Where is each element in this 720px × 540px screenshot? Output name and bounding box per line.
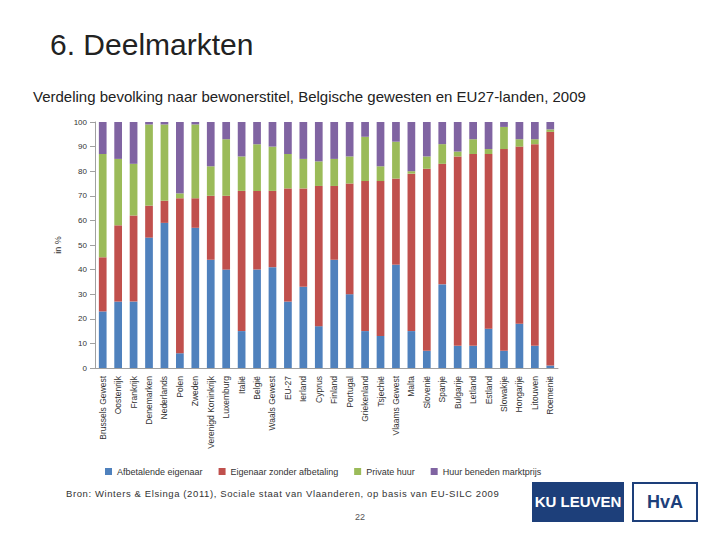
html-text:6. Deelmarkten: 6. Deelmarkten (50, 28, 254, 61)
svg-text:Denemarken: Denemarken (144, 376, 154, 425)
svg-text:Luxemburg: Luxemburg (221, 376, 231, 419)
svg-text:België: België (252, 376, 262, 400)
svg-text:50: 50 (78, 241, 87, 250)
svg-text:Ierland: Ierland (298, 376, 308, 402)
svg-text:70: 70 (78, 191, 87, 200)
svg-text:Brussels Gewest: Brussels Gewest (98, 375, 108, 439)
svg-text:Zweden: Zweden (190, 376, 200, 407)
svg-text:Private huur: Private huur (366, 467, 415, 477)
svg-text:10: 10 (78, 339, 87, 348)
svg-text:Eigenaar zonder afbetaling: Eigenaar zonder afbetaling (231, 467, 339, 477)
svg-text:40: 40 (78, 265, 87, 274)
html-text:Bron: Winters & Elsinga (2011): Bron: Winters & Elsinga (2011), Sociale … (66, 488, 500, 499)
svg-text:80: 80 (78, 167, 87, 176)
svg-text:90: 90 (78, 142, 87, 151)
svg-text:Bulgarije: Bulgarije (453, 376, 463, 409)
svg-text:Slovenië: Slovenië (422, 376, 432, 409)
svg-text:Verenigd Koninkrijk: Verenigd Koninkrijk (206, 375, 216, 449)
html-text:22: 22 (355, 512, 365, 522)
svg-text:Estland: Estland (484, 376, 494, 405)
svg-text:Waals Gewest: Waals Gewest (267, 375, 277, 430)
svg-text:Oostenrijk: Oostenrijk (113, 375, 123, 414)
svg-text:60: 60 (78, 216, 87, 225)
svg-text:Litouwen: Litouwen (530, 376, 540, 410)
svg-text:Letland: Letland (468, 376, 478, 404)
svg-text:100: 100 (74, 118, 88, 127)
svg-text:Tsjechië: Tsjechië (376, 376, 386, 407)
svg-text:Huur beneden marktprijs: Huur beneden marktprijs (443, 467, 542, 477)
svg-text:Cyprus: Cyprus (314, 376, 324, 403)
svg-text:Slowakije: Slowakije (499, 376, 509, 412)
svg-text:Verdeling bevolking naar bewon: Verdeling bevolking naar bewonerstitel, … (33, 88, 586, 105)
svg-text:30: 30 (78, 290, 87, 299)
svg-text:Italië: Italië (237, 376, 247, 394)
svg-text:20: 20 (78, 314, 87, 323)
svg-text:0: 0 (83, 364, 88, 373)
svg-text:Griekenland: Griekenland (360, 376, 370, 422)
svg-text:Spanje: Spanje (437, 376, 447, 403)
svg-text:in %: in % (53, 236, 63, 254)
svg-text:Nederlands: Nederlands (159, 376, 169, 419)
svg-text:Vlaams Gewest: Vlaams Gewest (391, 375, 401, 435)
svg-text:Portugal: Portugal (345, 376, 355, 408)
svg-text:Frankrijk: Frankrijk (129, 375, 139, 408)
html-text:KU LEUVEN: KU LEUVEN (534, 493, 622, 510)
svg-text:EU-27: EU-27 (283, 376, 293, 400)
svg-text:Malta: Malta (406, 376, 416, 397)
svg-text:Afbetalende eigenaar: Afbetalende eigenaar (117, 467, 203, 477)
svg-text:Roemenië: Roemenië (545, 376, 555, 415)
svg-text:Polen: Polen (175, 376, 185, 398)
svg-text:Hongarije: Hongarije (514, 376, 524, 413)
svg-text:Finland: Finland (329, 376, 339, 404)
html-text:HvA: HvA (647, 492, 683, 512)
